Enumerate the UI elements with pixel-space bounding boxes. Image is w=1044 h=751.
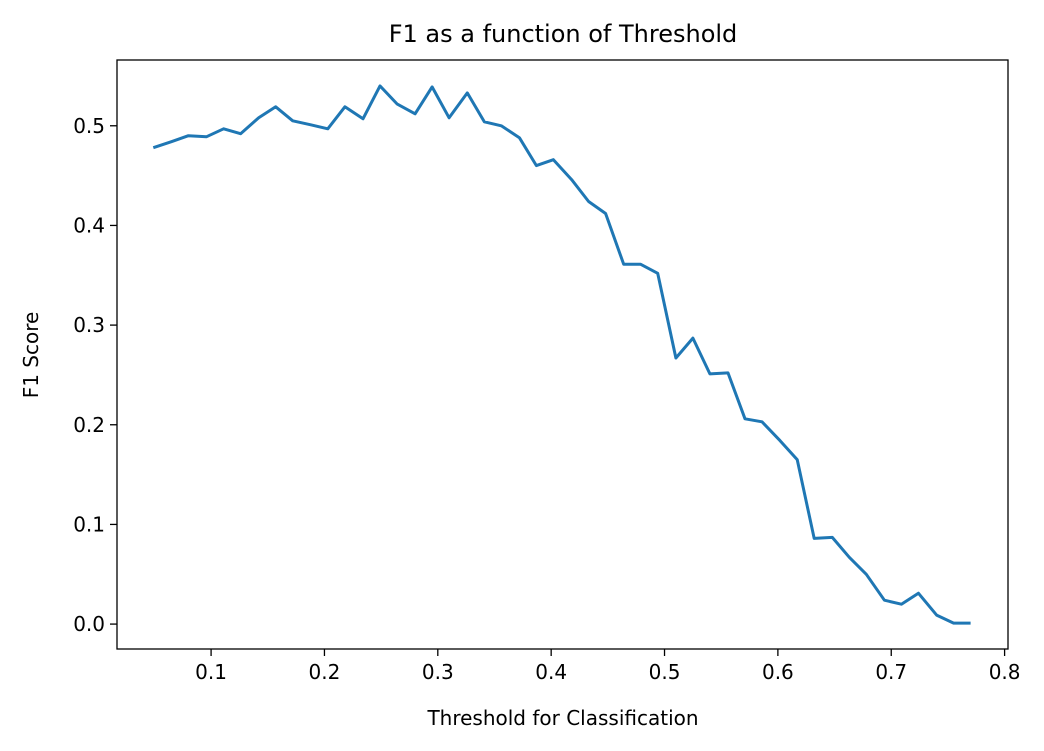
- y-axis-label: F1 Score: [19, 312, 43, 399]
- y-tick-label: 0.4: [73, 213, 105, 237]
- y-tick-label: 0.0: [73, 612, 105, 636]
- y-tick-label: 0.3: [73, 313, 105, 337]
- x-tick-label: 0.7: [875, 660, 907, 684]
- x-tick-label: 0.5: [649, 660, 681, 684]
- chart-title: F1 as a function of Threshold: [389, 20, 738, 48]
- y-tick-label: 0.2: [73, 413, 105, 437]
- y-tick-label: 0.1: [73, 512, 105, 536]
- x-tick-label: 0.8: [989, 660, 1021, 684]
- y-tick-label: 0.5: [73, 114, 105, 138]
- x-axis-label: Threshold for Classification: [426, 706, 698, 730]
- series-line: [152, 84, 971, 625]
- plot-frame: [116, 59, 1009, 650]
- x-tick-label: 0.4: [535, 660, 567, 684]
- x-tick-label: 0.6: [762, 660, 794, 684]
- plot-area: [152, 84, 971, 625]
- y-axis-ticks: 0.0 0.1 0.2 0.3 0.4 0.5: [73, 114, 117, 636]
- x-axis-ticks: 0.1 0.2 0.3 0.4 0.5 0.6 0.7 0.8: [195, 649, 1021, 684]
- x-tick-label: 0.1: [195, 660, 227, 684]
- x-tick-label: 0.3: [422, 660, 454, 684]
- x-tick-label: 0.2: [309, 660, 341, 684]
